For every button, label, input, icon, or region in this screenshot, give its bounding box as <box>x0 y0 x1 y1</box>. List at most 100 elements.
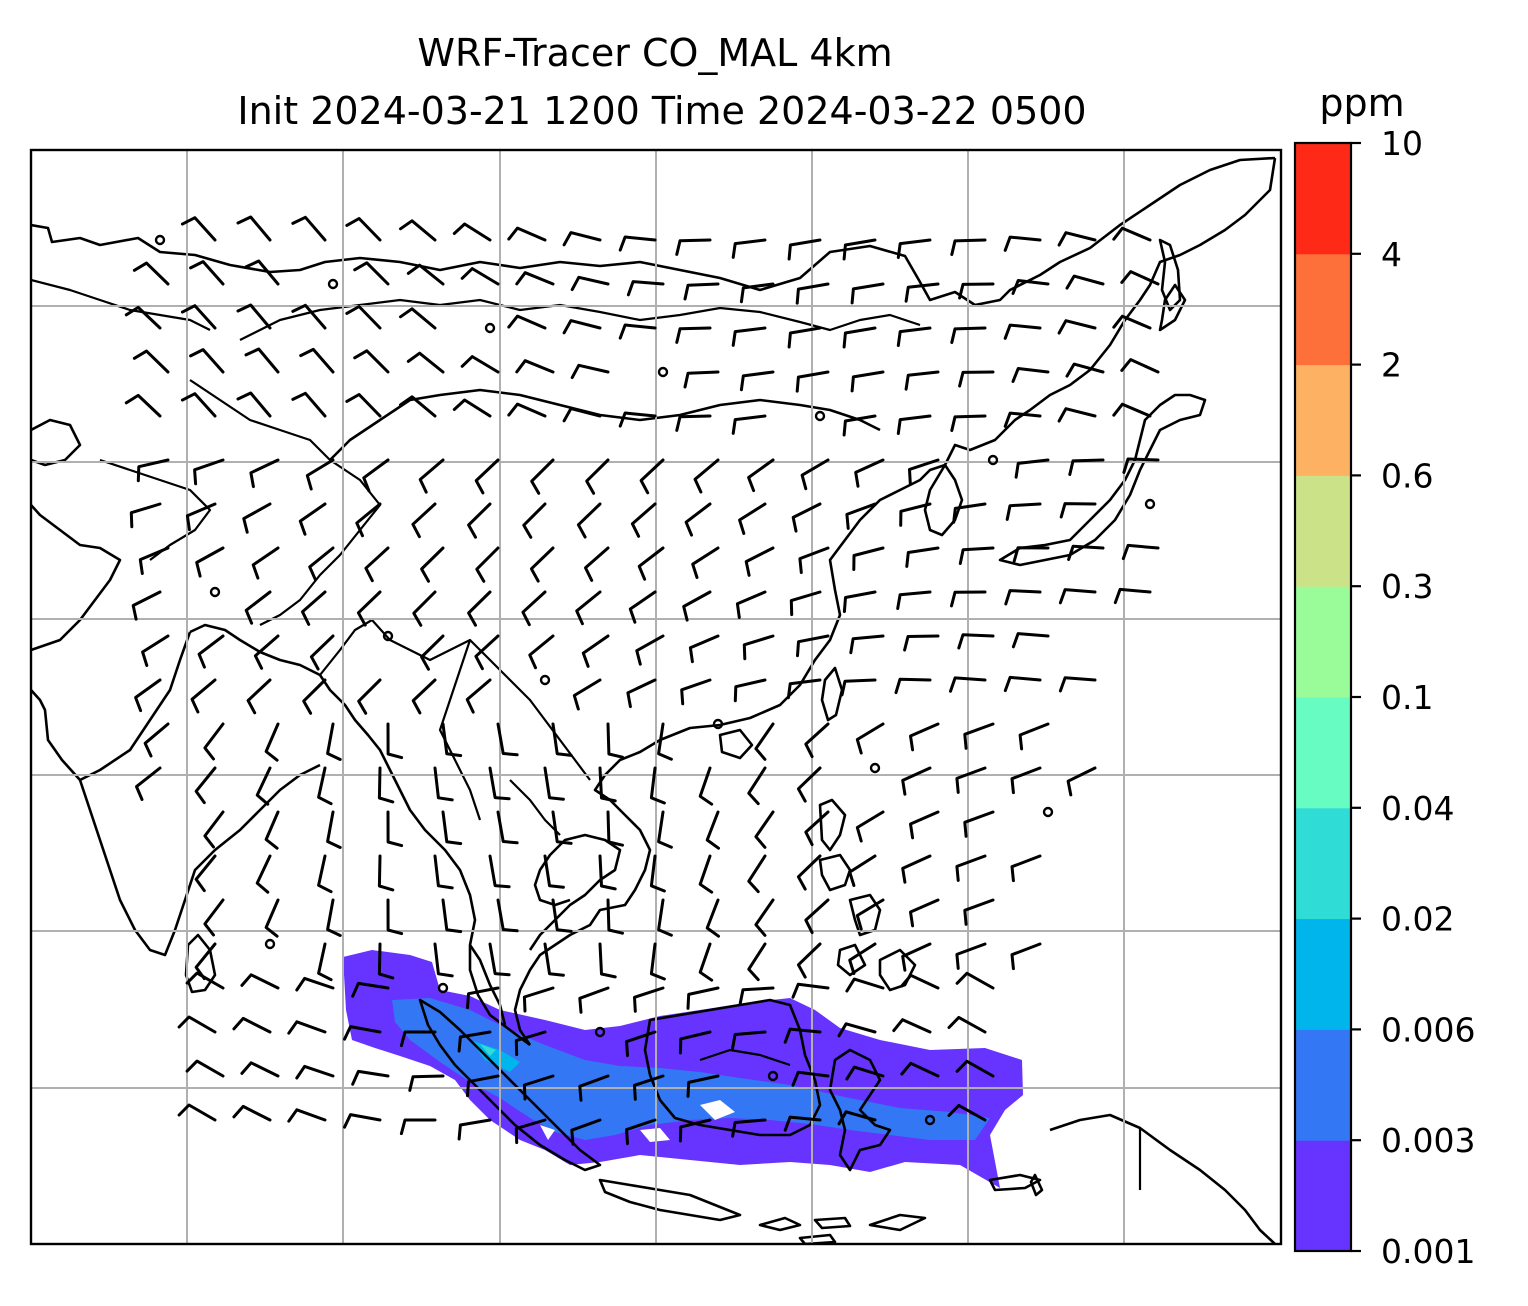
wind-barb <box>124 305 162 330</box>
wind-barb <box>848 854 877 887</box>
wind-barb <box>507 402 547 418</box>
wind-barb <box>1112 226 1152 242</box>
wind-barb <box>731 1118 767 1138</box>
wind-barb <box>850 282 885 305</box>
wind-barb <box>377 942 395 980</box>
coast-lesser-sunda <box>758 1213 927 1244</box>
colorbar-band <box>1295 143 1351 255</box>
wind-barb <box>1113 587 1152 605</box>
wind-barb <box>399 219 437 242</box>
wind-barb <box>845 1065 885 1081</box>
wind-barb <box>606 898 624 935</box>
wind-barb <box>837 1022 877 1038</box>
coast-malay-peninsula <box>468 944 507 1026</box>
wind-barb <box>465 678 492 714</box>
wind-barb <box>680 678 712 706</box>
wind-barb <box>899 502 932 527</box>
wind-barb <box>326 722 342 761</box>
wind-barb <box>958 546 995 565</box>
wind-barb <box>576 502 602 539</box>
wind-barb <box>514 1030 547 1057</box>
wind-barb <box>1120 270 1160 286</box>
wind-barb <box>287 1020 327 1035</box>
wind-barb <box>386 810 404 848</box>
wind-barb <box>845 502 877 530</box>
wind-barb <box>406 351 445 374</box>
wind-barb <box>649 854 666 893</box>
wind-barb <box>399 395 437 418</box>
colorbar-band <box>1295 1140 1351 1252</box>
wind-barb <box>837 1110 877 1126</box>
tracer-plume <box>343 950 1023 1188</box>
wind-barb <box>197 634 225 669</box>
wind-barb <box>507 226 547 242</box>
wind-barb <box>1066 766 1097 797</box>
wind-barb <box>1057 231 1097 247</box>
wind-barb <box>845 977 885 993</box>
wind-barb <box>855 722 885 755</box>
wind-barb <box>515 359 555 374</box>
wind-barb <box>894 677 932 695</box>
colorbar-tick-label: 0.04 <box>1381 789 1454 828</box>
wind-barb <box>420 546 445 583</box>
wind-barb <box>896 238 932 259</box>
wind-barb <box>1012 546 1050 563</box>
border-vietnam-laos <box>509 779 561 836</box>
coast-timor <box>988 1173 1044 1197</box>
wind-barb <box>522 986 555 1013</box>
coast-new-guinea <box>1049 1113 1276 1244</box>
wind-barb <box>705 898 720 938</box>
wind-barb <box>800 458 830 491</box>
wind-barb <box>901 942 932 972</box>
wind-barb <box>1057 407 1097 423</box>
calm-wind-marker <box>767 1070 779 1082</box>
coast-sumatra <box>418 998 602 1172</box>
wind-barb <box>783 1027 822 1044</box>
wind-barb <box>747 766 767 806</box>
wind-barb <box>950 414 987 432</box>
wind-barb <box>744 546 775 577</box>
wind-barb <box>345 393 382 418</box>
wind-barb <box>507 314 547 330</box>
wind-barb <box>232 1104 272 1122</box>
wind-barb <box>412 590 437 627</box>
colorbar-band <box>1295 364 1351 476</box>
calm-wind-marker <box>594 1026 606 1038</box>
wind-barb <box>896 326 932 347</box>
country-borders <box>31 278 1142 1190</box>
wind-barb <box>804 898 830 935</box>
wind-barb <box>562 319 602 335</box>
wind-barb <box>132 261 170 286</box>
wind-barb <box>551 722 573 757</box>
border-china-central <box>189 379 382 626</box>
wind-barb <box>705 810 720 850</box>
title-line-2: Init 2024-03-21 1200 Time 2024-03-22 050… <box>237 89 1086 133</box>
wind-barb <box>317 942 333 982</box>
wind-barb <box>892 1018 932 1034</box>
wind-barb <box>177 1015 217 1034</box>
wind-barb <box>633 1074 665 1101</box>
wind-barb <box>1011 632 1050 649</box>
wind-barb <box>1058 676 1097 693</box>
wind-barb <box>900 1061 940 1078</box>
wind-barb <box>955 766 987 794</box>
wind-barb <box>955 1059 995 1078</box>
wind-barb <box>194 766 217 805</box>
wind-barb <box>754 898 775 937</box>
wind-barb <box>377 766 395 804</box>
wind-barb <box>698 766 714 806</box>
wind-barb <box>411 678 437 715</box>
wind-barb <box>420 634 445 671</box>
colorbar-unit-label: ppm <box>1319 81 1404 125</box>
wind-barb <box>578 1074 610 1102</box>
wind-barb <box>733 678 767 703</box>
wind-barb <box>353 261 390 286</box>
wind-barb <box>249 458 280 489</box>
colorbar-band <box>1295 918 1351 1030</box>
wind-barb <box>637 546 665 581</box>
wind-barb <box>291 303 327 330</box>
wind-barb <box>406 263 445 286</box>
wind-barb <box>1005 502 1042 521</box>
wind-barb <box>418 458 445 494</box>
wind-barb <box>488 854 511 889</box>
